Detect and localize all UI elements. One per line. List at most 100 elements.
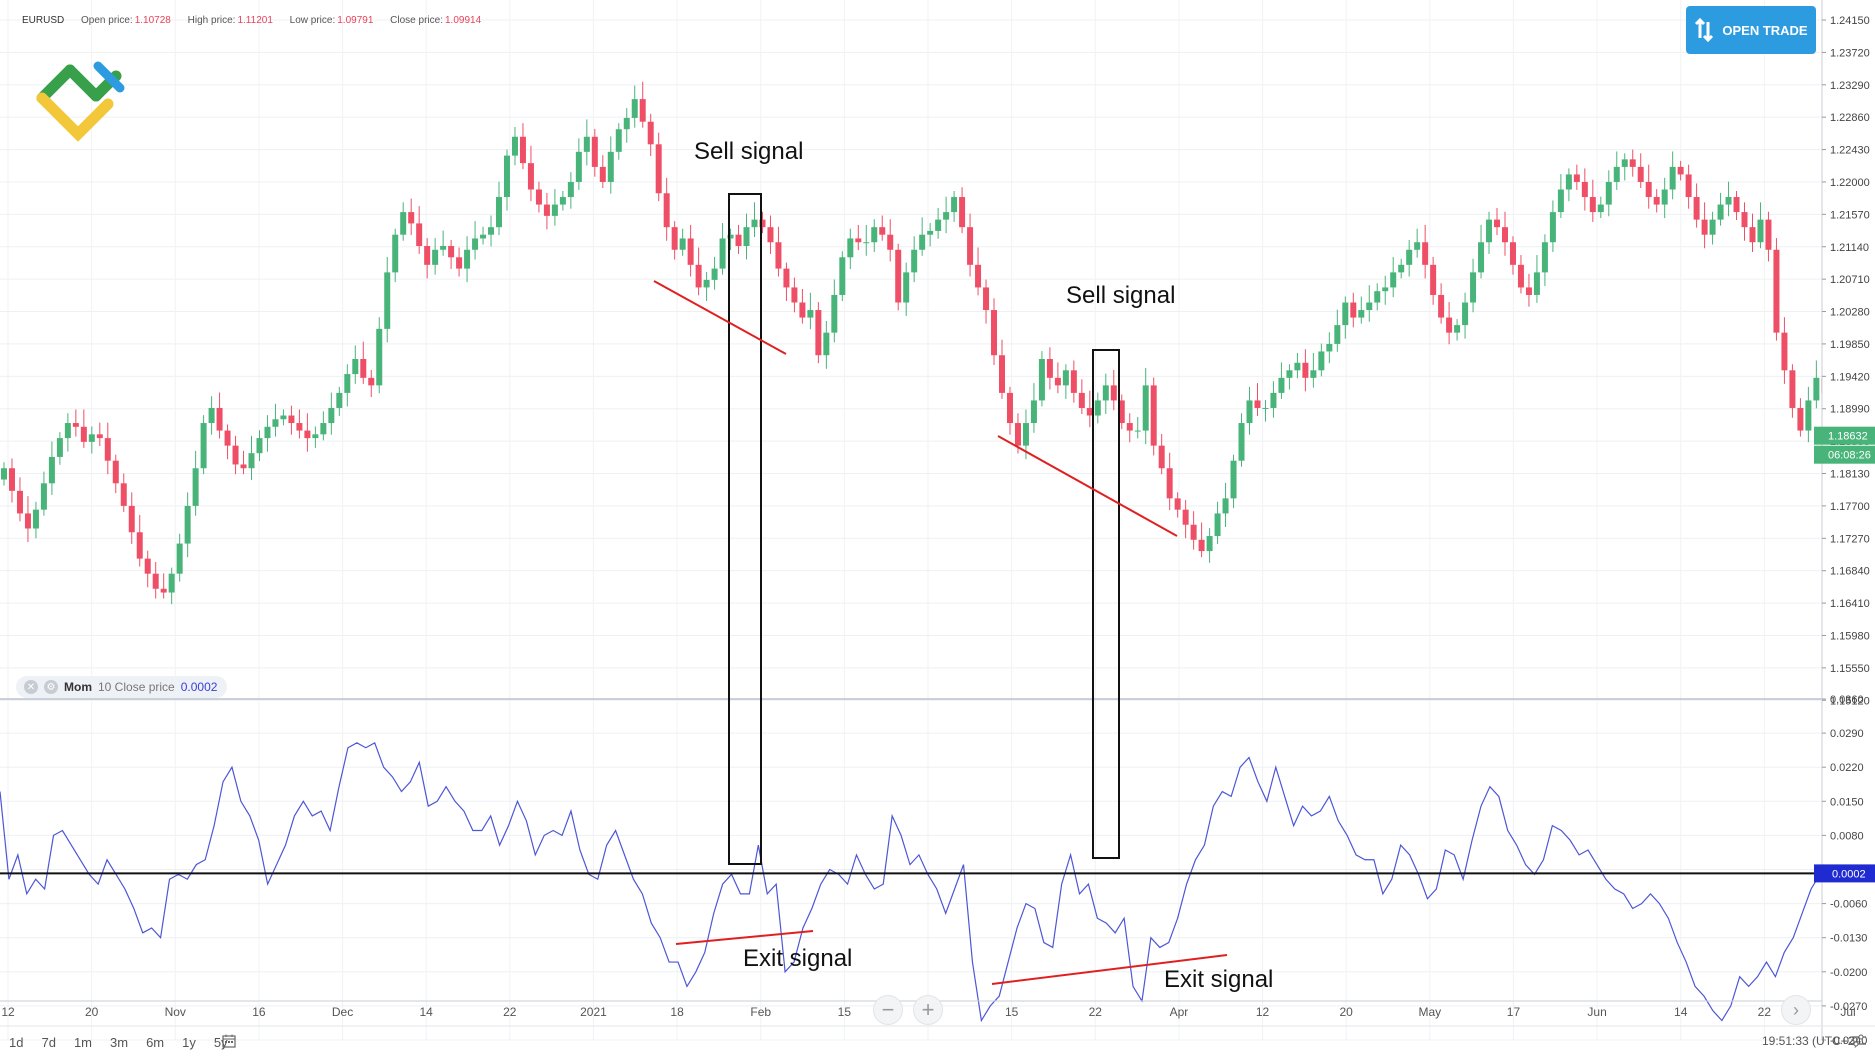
period-5y[interactable]: 5y	[213, 1034, 228, 1050]
candle-body	[88, 434, 95, 442]
candle-body	[663, 193, 670, 228]
price-tick-label: 1.24150	[1830, 15, 1870, 27]
candle-body	[1382, 287, 1389, 292]
period-7d[interactable]: 7d	[41, 1034, 56, 1050]
candle-body	[991, 310, 998, 356]
price-tick-label: 1.22430	[1830, 145, 1870, 157]
candle-body	[1150, 385, 1157, 446]
period-1y[interactable]: 1y	[182, 1034, 196, 1050]
candle-body	[543, 204, 550, 216]
zoom-out-button[interactable]: −	[873, 995, 903, 1025]
price-tick-label: 1.20280	[1830, 307, 1870, 319]
candle-body	[1414, 242, 1421, 250]
close-icon[interactable]: ✕	[24, 680, 38, 694]
mom-tick-label: 0.0150	[1830, 796, 1864, 808]
candle-body	[1725, 197, 1732, 205]
candle-body	[1070, 370, 1077, 393]
calendar-icon[interactable]	[222, 1034, 236, 1048]
candle-body	[352, 359, 359, 375]
candle-body	[631, 99, 638, 118]
gear-icon[interactable]: ⚙	[44, 680, 58, 694]
candle-body	[807, 310, 814, 318]
candle-body	[1342, 302, 1349, 326]
candle-body	[695, 264, 702, 288]
indicator-legend[interactable]: ✕ ⚙ Mom 10 Close price 0.0002	[16, 676, 228, 698]
candle-body	[488, 227, 495, 235]
price-tick-label: 1.21140	[1830, 242, 1869, 254]
open-label: Open price:	[81, 15, 133, 26]
period-1m[interactable]: 1m	[73, 1034, 92, 1050]
candle-body	[1310, 370, 1317, 378]
ohlc-header: EURUSD Open price: 1.10728 High price: 1.1…	[22, 15, 495, 26]
candle-body	[1406, 249, 1413, 265]
price-tick-label: 1.15550	[1830, 663, 1870, 675]
candle-body	[943, 212, 950, 220]
candle-body	[951, 197, 958, 213]
price-tick-label: 1.18130	[1830, 469, 1870, 481]
candle-body	[1286, 370, 1293, 378]
exit-signal-label-2: Exit signal	[1164, 966, 1274, 993]
candle-body	[1669, 166, 1676, 190]
candle-body	[1781, 332, 1788, 371]
candle-body	[1765, 219, 1772, 250]
candle-body	[671, 227, 678, 250]
candle-body	[1254, 400, 1261, 408]
candle-body	[1214, 513, 1221, 537]
candle-body	[272, 419, 279, 427]
candle-body	[919, 234, 926, 250]
indicator-params: 10 Close price	[98, 680, 175, 694]
exit-signal-label-1: Exit signal	[743, 945, 853, 972]
candle-body	[1717, 204, 1724, 220]
signal-box-1	[728, 193, 762, 865]
candle-body	[1509, 242, 1516, 265]
candle-body	[871, 227, 878, 243]
candle-body	[384, 272, 391, 329]
candle-body	[16, 490, 23, 514]
period-6m[interactable]: 6m	[146, 1034, 165, 1050]
candle-body	[208, 407, 215, 424]
symbol-label: EURUSD	[22, 15, 65, 26]
time-tick-label: 15	[1005, 1005, 1019, 1019]
candle-body	[1318, 351, 1325, 371]
candle-body	[1246, 400, 1253, 424]
low-label: Low price:	[289, 15, 336, 26]
countdown-value: 06:08:26	[1828, 450, 1871, 462]
candle-body	[527, 163, 534, 190]
candle-body	[959, 197, 966, 228]
candle-body	[56, 438, 63, 457]
time-tick-label: May	[1418, 1005, 1441, 1019]
chart-settings-icon[interactable]	[1850, 1032, 1868, 1050]
high-label: High price:	[187, 15, 236, 26]
candle-body	[1709, 219, 1716, 235]
candle-body	[1190, 524, 1197, 540]
price-tick-label: 1.17700	[1830, 501, 1870, 513]
candle-body	[256, 438, 263, 454]
candle-body	[312, 434, 319, 439]
period-3m[interactable]: 3m	[110, 1034, 129, 1050]
open-value: 1.10728	[134, 15, 171, 26]
mom-value-tag	[1814, 864, 1875, 883]
candle-body	[1422, 242, 1429, 265]
candle-body	[224, 430, 231, 446]
candle-body	[1629, 159, 1636, 167]
candle-body	[1278, 377, 1285, 393]
scroll-right-button[interactable]: ›	[1781, 995, 1811, 1025]
candle-body	[1230, 460, 1237, 499]
candle-body	[160, 588, 167, 593]
time-tick-label: Nov	[165, 1005, 186, 1019]
mom-trendline-1	[675, 930, 814, 945]
candle-body	[1565, 174, 1572, 190]
candle-body	[1637, 166, 1644, 182]
candle-body	[727, 234, 734, 239]
momentum-line	[0, 741, 1821, 1023]
candle-body	[368, 377, 375, 386]
candle-body	[983, 287, 990, 311]
price-tick-label: 1.22860	[1830, 112, 1870, 124]
high-value: 1.11201	[237, 15, 273, 26]
period-1d[interactable]: 1d	[9, 1034, 24, 1050]
open-trade-button[interactable]: OPEN TRADE	[1686, 6, 1816, 54]
candle-body	[1302, 362, 1309, 378]
candle-body	[1158, 445, 1165, 469]
zoom-in-button[interactable]: +	[913, 995, 943, 1025]
